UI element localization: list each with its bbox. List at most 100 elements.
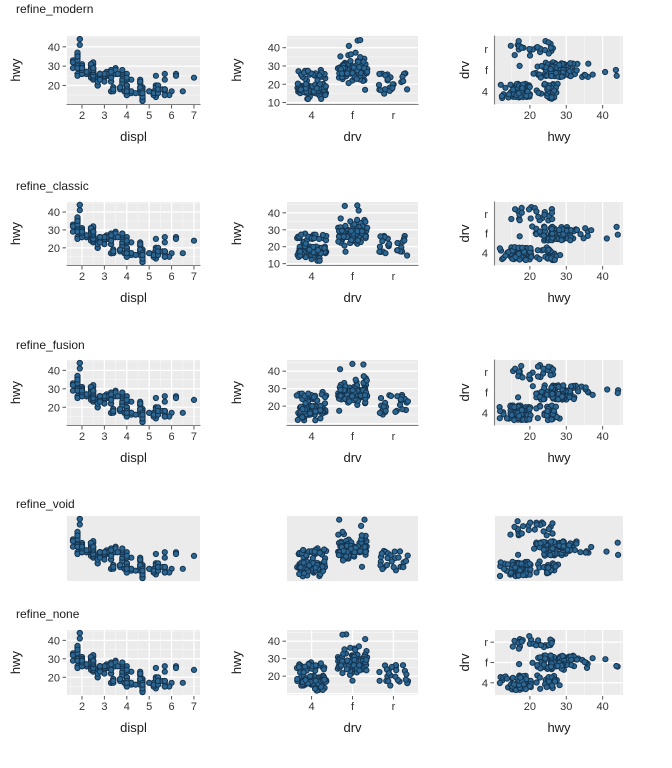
data-point <box>378 550 385 557</box>
y-tick-label: 30 <box>268 225 280 237</box>
y-tick-label: 20 <box>48 402 60 414</box>
data-point <box>123 666 130 674</box>
scatter-drv-hwy: 4 f r 20 30 40 drv hwy <box>229 360 419 465</box>
data-point <box>161 663 168 670</box>
data-point <box>76 629 83 637</box>
data-point <box>404 552 411 559</box>
x-tick-label: r <box>392 701 396 713</box>
data-point <box>534 415 541 422</box>
data-point <box>395 554 402 561</box>
data-point <box>172 550 180 558</box>
x-tick-label: 2 <box>79 431 85 443</box>
data-point <box>558 237 565 244</box>
data-point <box>179 88 186 95</box>
data-point <box>503 675 511 682</box>
data-point <box>335 238 342 245</box>
x-tick-label: 30 <box>560 701 572 713</box>
data-point <box>581 658 588 666</box>
scatter-drv-hwy: 4 f r 20 30 40 drv hwy <box>229 630 418 735</box>
data-point <box>545 39 552 46</box>
data-point <box>306 562 313 569</box>
data-point <box>108 232 115 239</box>
data-point <box>313 85 320 92</box>
data-point <box>161 413 168 420</box>
data-point <box>505 91 513 98</box>
data-point <box>548 72 555 80</box>
x-tick-label: 5 <box>146 701 152 713</box>
data-point <box>161 668 168 675</box>
data-point <box>507 42 514 49</box>
y-tick-label: 40 <box>268 636 280 648</box>
data-point <box>119 66 126 74</box>
data-point <box>392 673 399 680</box>
data-point <box>161 407 168 415</box>
data-point <box>311 548 318 555</box>
data-point <box>137 556 144 563</box>
data-point <box>540 396 547 403</box>
scatter-hwy-drv: 20 30 40 rf 4 hwy drv <box>457 35 623 144</box>
y-tick-label: f <box>485 388 489 400</box>
y-axis-title: hwy <box>8 650 23 674</box>
y-tick-label: 20 <box>48 243 60 255</box>
data-point <box>90 543 97 550</box>
data-point <box>301 663 309 670</box>
points-layer <box>496 362 622 424</box>
data-point <box>526 560 533 567</box>
data-point <box>399 662 407 669</box>
x-tick-label: 2 <box>79 110 85 122</box>
data-point <box>76 515 83 523</box>
x-tick-label: 40 <box>597 701 609 713</box>
data-point <box>76 359 83 367</box>
y-tick-label: 40 <box>48 207 60 219</box>
data-point <box>376 248 383 255</box>
data-point <box>78 543 86 550</box>
data-point <box>529 383 536 390</box>
data-point <box>567 237 574 244</box>
data-point <box>161 253 168 260</box>
data-point <box>526 45 533 53</box>
data-point <box>517 674 524 681</box>
data-point <box>96 393 104 400</box>
x-tick-label: 4 <box>124 431 130 443</box>
data-point <box>519 244 526 251</box>
x-tick-label: 30 <box>560 271 572 283</box>
data-point <box>172 394 180 402</box>
data-point <box>522 256 529 264</box>
data-point <box>302 677 309 684</box>
data-point <box>342 248 349 255</box>
data-point <box>357 37 364 44</box>
data-point <box>322 394 329 401</box>
data-point <box>114 663 121 670</box>
y-tick-label: 40 <box>268 366 280 378</box>
points-layer <box>496 518 622 580</box>
data-point <box>585 60 592 67</box>
data-point <box>161 393 168 400</box>
data-point <box>302 81 310 88</box>
data-point <box>90 387 97 394</box>
data-point <box>108 666 115 674</box>
data-point <box>76 36 83 43</box>
x-tick-label: 6 <box>169 431 175 443</box>
data-point <box>379 565 386 573</box>
data-point <box>297 564 304 571</box>
data-point <box>545 246 552 254</box>
data-point <box>520 523 527 530</box>
data-point <box>354 216 361 223</box>
points-layer <box>69 629 198 696</box>
data-point <box>545 50 552 57</box>
data-point <box>511 681 518 688</box>
data-point <box>354 237 361 244</box>
data-point <box>345 42 353 50</box>
data-point <box>338 70 346 77</box>
data-point <box>536 228 544 235</box>
data-point <box>552 563 559 570</box>
data-point <box>401 237 408 244</box>
data-point <box>339 670 346 677</box>
data-point <box>543 684 550 691</box>
plot-cell <box>224 488 448 606</box>
x-tick-label: 4 <box>124 701 130 713</box>
data-point <box>297 86 305 93</box>
data-point <box>299 406 306 413</box>
data-point <box>349 393 356 400</box>
data-point <box>117 562 124 569</box>
